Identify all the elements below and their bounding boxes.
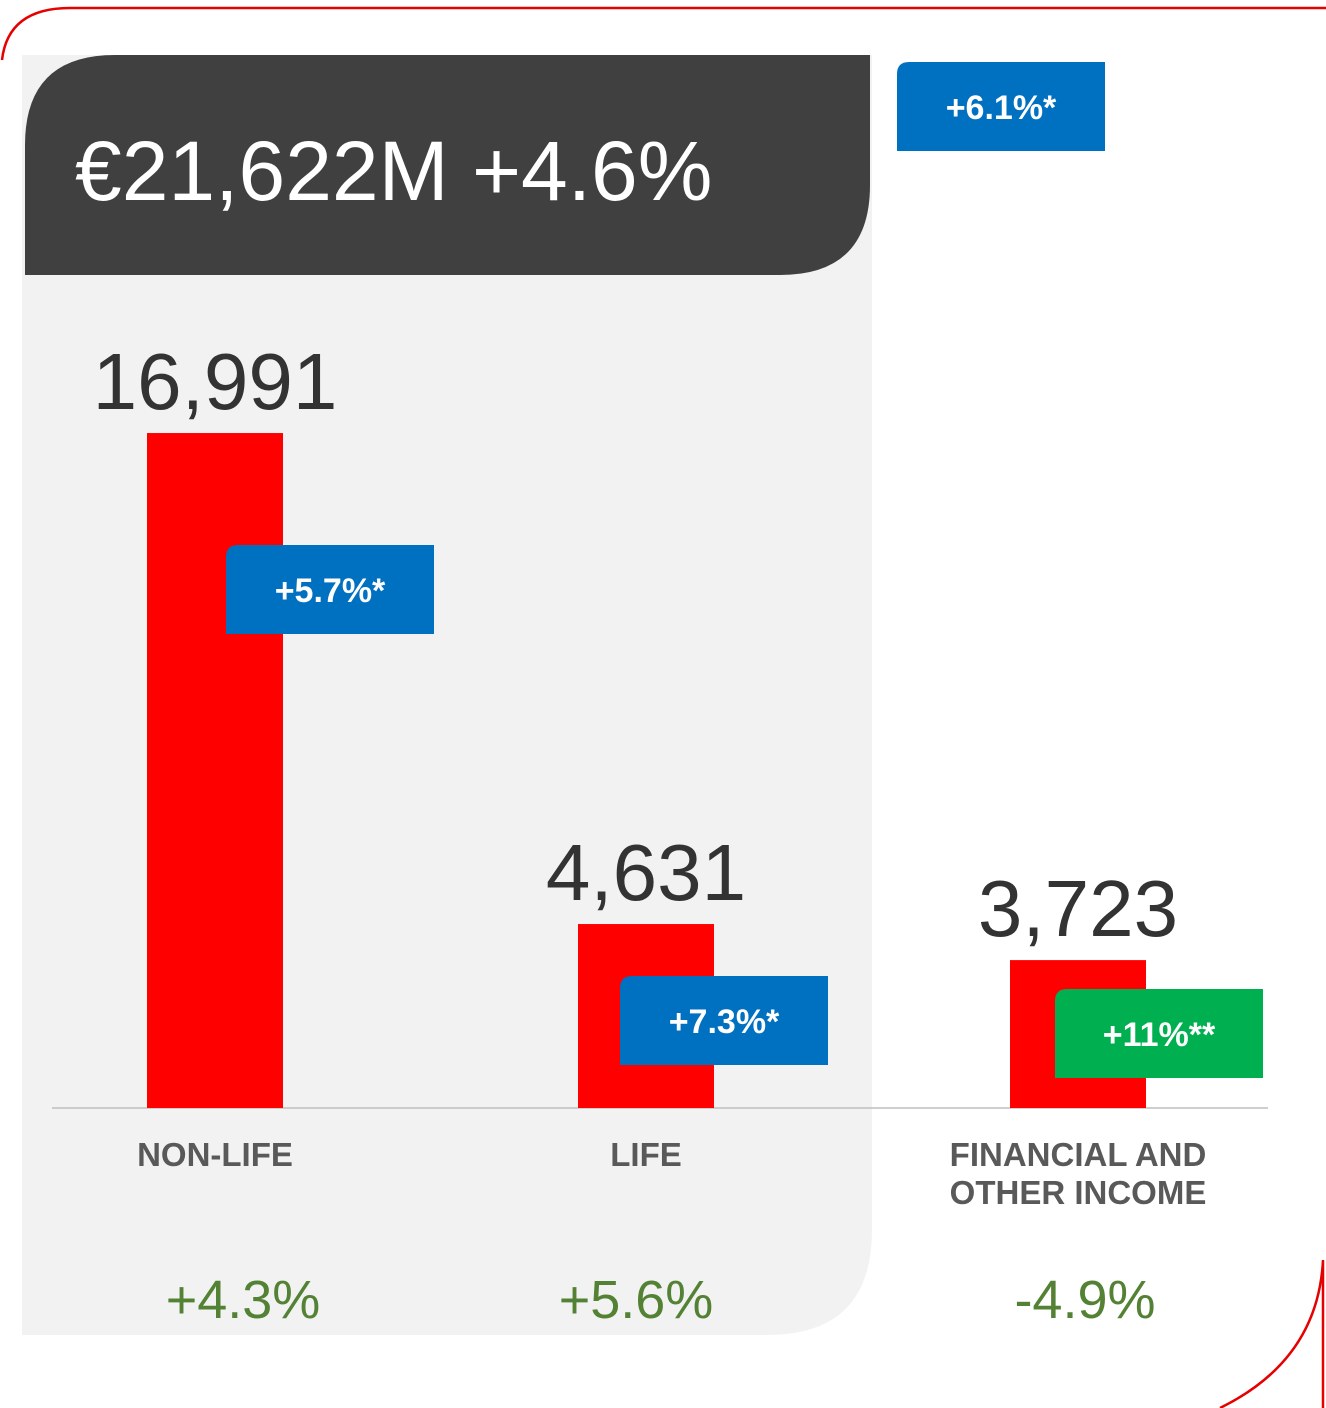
badge <box>1055 989 1263 1078</box>
frame-line <box>1219 1259 1325 1408</box>
badge-label: +6.1%* <box>946 89 1057 127</box>
x-tick-label: NON-LIFE <box>137 1136 293 1173</box>
badge <box>897 62 1105 151</box>
badge <box>620 976 828 1065</box>
value-label: 3,723 <box>978 864 1178 953</box>
x-tick-label: FINANCIAL AND OTHER INCOME <box>949 1136 1207 1211</box>
value-label: 4,631 <box>546 828 746 917</box>
badge <box>226 545 434 634</box>
badge-label: +7.3%* <box>669 1003 780 1041</box>
value-label: 16,991 <box>93 337 338 426</box>
badge-label: +11%** <box>1103 1016 1216 1054</box>
badge-label: +5.7%* <box>275 572 386 610</box>
x-tick-label-box: LIFE <box>610 1136 682 1173</box>
x-tick-label-box: FINANCIAL AND OTHER INCOME <box>949 1136 1207 1211</box>
header-band <box>25 55 870 275</box>
change-label: +5.6% <box>559 1270 714 1330</box>
x-tick-label-box: NON-LIFE <box>137 1136 293 1173</box>
chart-title: €21,622M +4.6% <box>75 124 712 218</box>
change-label: -4.9% <box>1014 1270 1155 1330</box>
frame-line <box>0 6 1326 61</box>
x-tick-label: LIFE <box>610 1136 682 1173</box>
bar <box>147 433 283 1108</box>
change-label: +4.3% <box>166 1270 321 1330</box>
